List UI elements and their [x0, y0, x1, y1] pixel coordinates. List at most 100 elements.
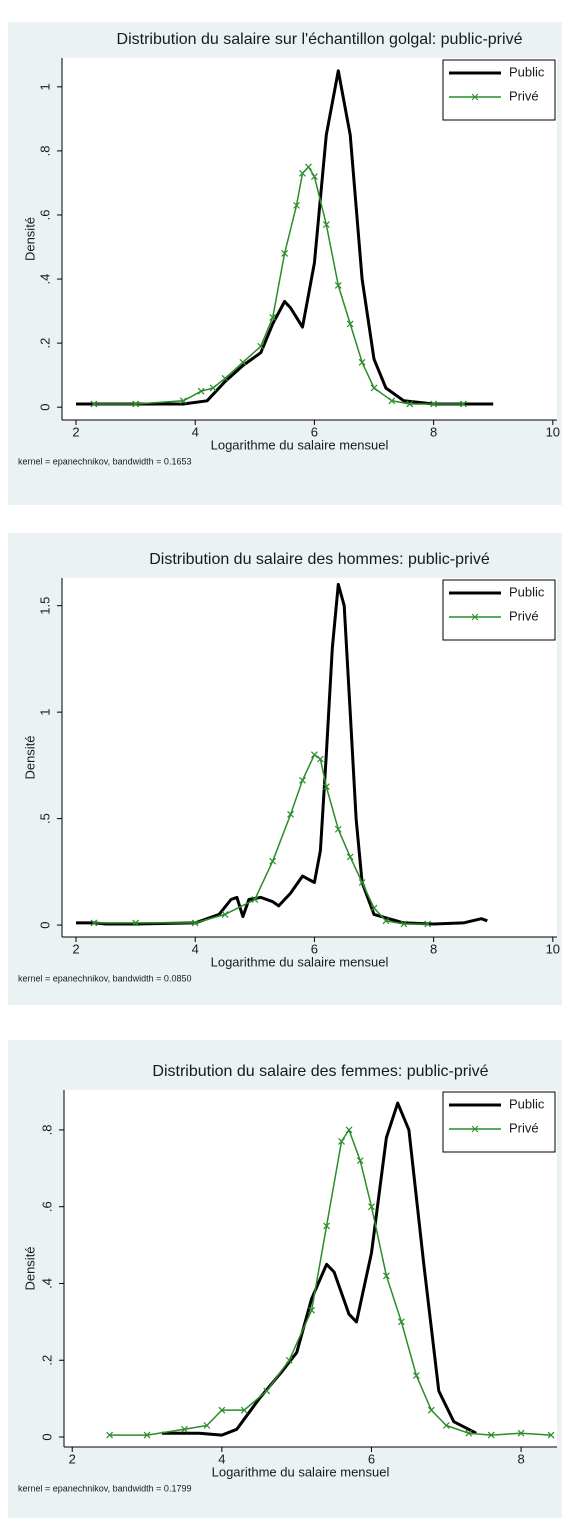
y-axis-label: Densité	[22, 735, 37, 779]
marker	[132, 919, 140, 927]
x-tick-label: 8	[430, 424, 437, 439]
marker	[382, 917, 390, 925]
marker	[299, 776, 306, 784]
y-tick-label: 1.5	[37, 597, 52, 615]
x-tick-label: 8	[430, 941, 437, 956]
marker	[334, 282, 342, 289]
x-tick-label: 4	[192, 424, 199, 439]
y-tick-label: .4	[37, 274, 52, 285]
marker	[221, 911, 229, 918]
y-axis-label: Densité	[22, 1246, 37, 1290]
x-axis-label: Logarithme du salaire mensuel	[211, 437, 389, 452]
marker	[370, 384, 378, 392]
marker	[191, 919, 199, 927]
x-tick-label: 6	[368, 1451, 375, 1466]
marker	[383, 1272, 390, 1280]
x-tick-label: 10	[546, 941, 560, 956]
y-tick-label: .4	[39, 1278, 54, 1289]
y-tick-label: .2	[37, 338, 52, 349]
y-tick-label: .6	[37, 210, 52, 221]
marker	[356, 1157, 364, 1165]
marker	[263, 1387, 271, 1395]
marker	[388, 397, 396, 405]
marker	[427, 1406, 435, 1414]
legend	[442, 59, 556, 121]
marker	[316, 755, 324, 763]
legend-label: Privé	[509, 608, 539, 623]
marker	[397, 1318, 405, 1326]
marker	[203, 1422, 211, 1429]
density-line	[76, 582, 488, 926]
marker	[209, 384, 217, 392]
marker	[368, 1203, 375, 1211]
marker	[299, 169, 306, 177]
legend	[442, 579, 556, 641]
y-axis-label: Densité	[22, 217, 37, 261]
marker	[424, 920, 432, 928]
density-line	[76, 69, 494, 406]
y-tick-label: 0	[39, 1433, 54, 1440]
marker	[346, 853, 354, 861]
legend-label: Privé	[509, 88, 539, 103]
marker	[197, 387, 205, 395]
x-tick-label: 2	[69, 1451, 76, 1466]
marker	[370, 904, 378, 912]
y-tick-label: .8	[37, 145, 52, 156]
marker	[487, 1431, 495, 1439]
marker	[132, 400, 140, 408]
y-tick-label: .2	[39, 1355, 54, 1366]
note: kernel = epanechnikov, bandwidth = 0.165…	[18, 456, 191, 466]
legend-label: Public	[509, 584, 545, 599]
y-tick-label: 0	[37, 404, 52, 411]
legend-marker	[471, 93, 479, 101]
marker	[346, 320, 354, 328]
marker	[269, 857, 277, 865]
legend-marker	[471, 613, 479, 621]
marker	[322, 221, 330, 229]
x-tick-label: 2	[72, 941, 79, 956]
y-tick-label: 1	[37, 83, 52, 90]
x-axis-label: Logarithme du salaire mensuel	[212, 1464, 390, 1479]
marker	[322, 783, 330, 791]
y-tick-label: 1	[37, 709, 52, 716]
y-tick-label: 0	[37, 921, 52, 928]
x-tick-label: 4	[218, 1451, 225, 1466]
legend-marker	[471, 1125, 479, 1133]
x-tick-label: 6	[311, 941, 318, 956]
marker	[239, 358, 247, 366]
marker	[218, 1406, 226, 1414]
marker	[310, 173, 318, 180]
marker	[106, 1431, 114, 1439]
legend	[442, 1091, 556, 1153]
marker	[287, 810, 295, 818]
legend-label: Public	[509, 64, 545, 79]
x-tick-label: 6	[311, 424, 318, 439]
marker	[269, 314, 277, 321]
density-line	[162, 1101, 477, 1437]
marker	[293, 201, 300, 209]
marker	[412, 1372, 420, 1380]
legend-label: Public	[509, 1096, 545, 1111]
marker	[281, 249, 289, 257]
x-tick-label: 2	[72, 424, 79, 439]
marker	[430, 400, 438, 408]
marker	[517, 1429, 525, 1437]
chart-title: Distribution du salaire des femmes: publ…	[152, 1063, 488, 1080]
marker	[257, 342, 265, 350]
x-tick-label: 10	[546, 424, 560, 439]
chart-title: Distribution du salaire sur l'échantillo…	[117, 31, 523, 48]
note: kernel = epanechnikov, bandwidth = 0.085…	[18, 973, 191, 983]
marker	[547, 1431, 555, 1439]
chart-title: Distribution du salaire des hommes: publ…	[149, 551, 490, 568]
marker	[338, 1138, 345, 1145]
marker	[406, 400, 414, 408]
marker	[310, 751, 318, 759]
marker	[442, 1422, 450, 1429]
y-tick-label: .6	[39, 1201, 54, 1212]
y-tick-label: .8	[39, 1125, 54, 1136]
marker	[90, 400, 98, 408]
marker	[459, 400, 467, 408]
marker	[358, 879, 366, 886]
marker	[334, 825, 342, 833]
